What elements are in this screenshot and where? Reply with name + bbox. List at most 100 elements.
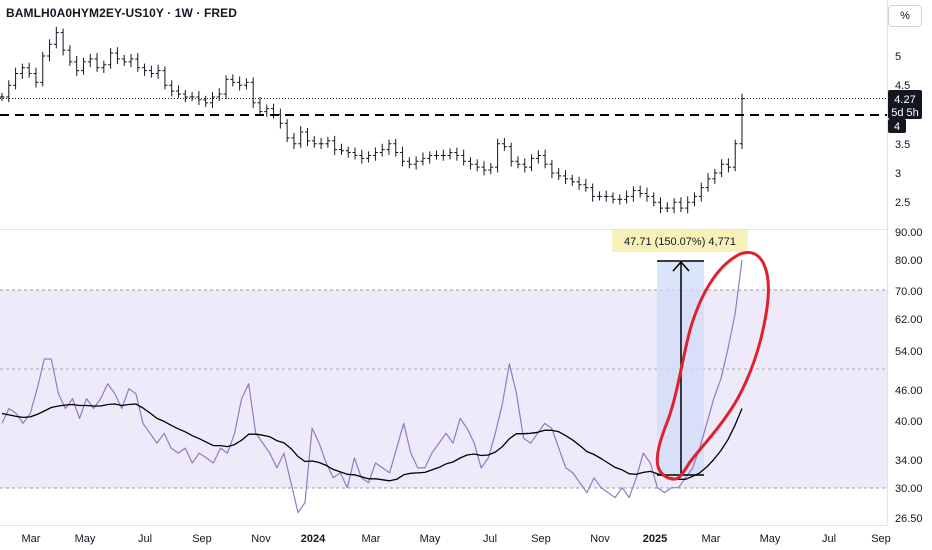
time-tick-mar-2023: Mar (22, 533, 41, 545)
price-bar (719, 159, 725, 178)
level-value: 4 (894, 121, 900, 133)
price-bar (617, 194, 623, 205)
price-bar (440, 149, 446, 161)
price-bar (698, 182, 704, 202)
time-tick-sep-2025: Sep (871, 533, 891, 545)
price-bar (257, 96, 263, 116)
price-bar (114, 47, 120, 65)
price-bar (406, 157, 412, 169)
price-bar (725, 158, 731, 173)
price-bar (318, 137, 324, 150)
price-bar (6, 80, 12, 103)
price-bar (508, 142, 514, 167)
price-bar (461, 149, 467, 166)
time-tick-nov-2024: Nov (590, 533, 610, 545)
price-bar (277, 108, 283, 129)
level-badge: 4 (888, 119, 906, 133)
price-bar (732, 139, 738, 172)
price-bar (542, 149, 548, 169)
time-tick-may-2025: May (760, 533, 781, 545)
rsi-moving-average-line (1, 403, 743, 482)
annotation-loop[interactable] (655, 251, 770, 481)
price-bar (121, 54, 127, 66)
price-bar (223, 75, 229, 100)
time-tick-jul-2025: Jul (822, 533, 836, 545)
price-bar (338, 143, 344, 155)
price-bar (610, 192, 616, 204)
price-bar (101, 60, 107, 73)
price-tick-4-5: 4.5 (895, 80, 910, 92)
price-bar (162, 66, 168, 90)
price-tick-3-5: 3.5 (895, 139, 910, 151)
time-tick-jul-2024: Jul (483, 533, 497, 545)
current-price-value: 4.27 (894, 94, 915, 106)
time-tick-2024: 2024 (301, 533, 326, 545)
price-bar (74, 56, 80, 76)
price-bar (352, 147, 358, 160)
price-bar (569, 174, 575, 186)
price-bar (291, 132, 297, 150)
rsi-tick-62: 62.00 (895, 314, 923, 326)
percent-scale-button[interactable]: % (888, 5, 922, 27)
price-bar (135, 53, 141, 72)
price-bar (583, 178, 589, 192)
price-bar (189, 91, 195, 102)
price-tick-3: 3 (895, 168, 901, 180)
price-bar (556, 168, 562, 181)
price-bar (47, 39, 53, 62)
price-bar (40, 51, 46, 87)
time-tick-may-2023: May (75, 533, 96, 545)
measure-label-text: 47.71 (150.07%) 4,771 (624, 236, 736, 248)
price-bar (691, 192, 697, 207)
rsi-tick-34: 34.00 (895, 455, 923, 467)
price-bar (209, 91, 215, 109)
price-bar (372, 147, 378, 161)
price-bar (488, 163, 494, 175)
time-tick-mar-2025: Mar (702, 533, 721, 545)
rsi-tick-80: 80.00 (895, 255, 923, 267)
price-bar (596, 191, 602, 201)
price-bar (413, 156, 419, 170)
price-bar (142, 63, 148, 76)
price-bar (94, 53, 100, 72)
price-bar (169, 80, 175, 97)
price-bar (366, 151, 372, 163)
price-bar (433, 150, 439, 160)
rsi-tick-46: 46.00 (895, 385, 923, 397)
price-bar (325, 136, 331, 148)
price-bar (644, 187, 650, 202)
price-bar (230, 74, 236, 87)
measure-label: 47.71 (150.07%) 4,771 (612, 230, 748, 252)
symbol-title[interactable]: BAMLH0A0HYM2EY-US10Y · 1W · FRED (6, 6, 238, 20)
rsi-band (0, 290, 887, 488)
price-bar (345, 146, 351, 158)
price-bar (651, 192, 657, 207)
price-bar (671, 198, 677, 214)
price-bar (522, 158, 528, 173)
price-bar (664, 202, 670, 213)
price-bar (624, 190, 630, 204)
bar-countdown: 5d 5h (891, 107, 919, 119)
rsi-tick-26-5: 26.50 (895, 513, 923, 525)
time-tick-sep-2024: Sep (531, 533, 551, 545)
price-bar (379, 143, 385, 157)
price-bar (182, 89, 188, 103)
price-bar (467, 157, 473, 170)
price-bar (128, 53, 134, 68)
price-bar (298, 126, 304, 148)
price-bar (108, 48, 114, 69)
rsi-tick-30: 30.00 (895, 483, 923, 495)
price-bar (386, 139, 392, 155)
current-price-badge: 4.27 5d 5h (888, 90, 922, 119)
price-bar (216, 88, 222, 102)
price-bar (243, 78, 249, 90)
price-bar (264, 104, 270, 117)
price-bar (148, 65, 154, 78)
price-bar (311, 135, 317, 148)
price-bar (60, 28, 66, 56)
price-bar (658, 197, 664, 214)
price-bar (495, 138, 501, 173)
price-bar (576, 176, 582, 190)
price-bar (603, 190, 609, 202)
